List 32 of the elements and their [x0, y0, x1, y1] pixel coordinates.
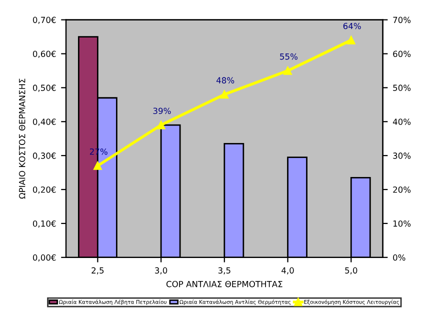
x-tick-label: 3,0	[155, 267, 168, 274]
y2-tick-label: 50%	[393, 84, 411, 91]
point	[220, 90, 229, 99]
data-label: 48%	[216, 77, 234, 84]
x-tick-label: 4,0	[282, 267, 294, 274]
data-label: 39%	[153, 108, 171, 114]
x-tick-label: 5,0	[345, 267, 358, 274]
y-tick-label: 0,00€	[32, 254, 56, 262]
y2-tick-label: 70%	[393, 16, 411, 24]
y2-tick-label: 10%	[393, 220, 411, 227]
y2-tick-label: 20%	[393, 186, 411, 193]
point	[156, 120, 166, 130]
y-tick-label: 0,60€	[32, 50, 56, 58]
y-axis-title: ΩΡΙΑΙΟ ΚΟΣΤΟΣ ΘΕΡΜΑΝΣΗΣ	[18, 78, 26, 199]
y2-tick-label: 60%	[393, 50, 411, 58]
y-tick-label: 0,40€	[32, 118, 56, 126]
x-tick-label: 3,5	[218, 267, 230, 274]
y2-tick-label: 0%	[393, 254, 406, 261]
point	[94, 162, 102, 170]
y-tick-label: 0,50€	[32, 84, 56, 92]
y-tick-label: 0,20€	[32, 186, 56, 194]
x-tick-label: 2,5	[92, 267, 104, 274]
y-tick-label: 0,70€	[32, 16, 56, 24]
y-tick-label: 0,10€	[32, 220, 56, 228]
point	[284, 66, 292, 75]
data-label: 64%	[343, 22, 361, 30]
x-axis-title: COP ΑΝΤΛΙΑΣ ΘΕΡΜΟΤΗΤΑΣ	[166, 280, 282, 288]
y2-tick-label: 40%	[392, 118, 411, 125]
y2-tick-label: 30%	[393, 152, 411, 159]
point	[346, 36, 356, 44]
y-tick-label: 0,30€	[32, 152, 56, 160]
data-label: 55%	[280, 53, 298, 60]
